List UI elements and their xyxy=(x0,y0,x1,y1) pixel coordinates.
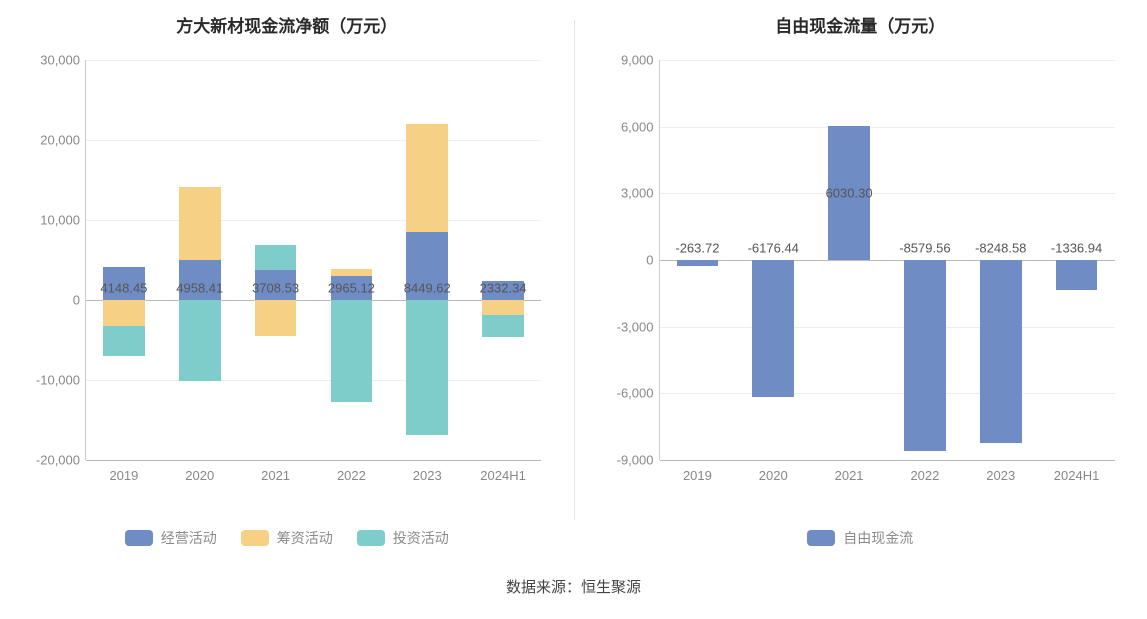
x-tick-label: 2023 xyxy=(413,460,442,483)
x-tick-label: 2019 xyxy=(109,460,138,483)
bar-financing xyxy=(179,187,221,261)
y-tick-label: 0 xyxy=(73,293,86,308)
bar-investing xyxy=(331,300,373,402)
figure-wrap: 方大新材现金流净额（万元） -20,000-10,000010,00020,00… xyxy=(0,0,1147,619)
y-tick-label: 20,000 xyxy=(40,133,86,148)
bar-fcf xyxy=(980,260,1022,443)
x-tick-label: 2020 xyxy=(759,460,788,483)
y-tick-label: -20,000 xyxy=(36,453,86,468)
bar-value-label: 4958.41 xyxy=(176,281,223,296)
legend-item-financing: 筹资活动 xyxy=(241,528,333,548)
zero-axis xyxy=(660,260,1115,261)
gridline xyxy=(660,327,1115,328)
bar-value-label: -263.72 xyxy=(675,241,719,256)
panel-divider xyxy=(574,20,575,520)
left-panel: 方大新材现金流净额（万元） -20,000-10,000010,00020,00… xyxy=(0,0,574,560)
legend-label: 经营活动 xyxy=(161,528,217,548)
bar-investing xyxy=(482,315,524,337)
y-tick-label: -10,000 xyxy=(36,373,86,388)
gridline xyxy=(660,60,1115,61)
data-source-label: 数据来源：恒生聚源 xyxy=(0,576,1147,597)
x-tick-label: 2020 xyxy=(185,460,214,483)
bar-financing xyxy=(482,300,524,315)
legend-swatch xyxy=(807,530,835,546)
bar-value-label: -6176.44 xyxy=(748,241,799,256)
bar-value-label: 8449.62 xyxy=(404,281,451,296)
left-chart-title: 方大新材现金流净额（万元） xyxy=(0,0,574,37)
x-tick-label: 2019 xyxy=(683,460,712,483)
legend-label: 自由现金流 xyxy=(843,528,913,548)
x-tick-label: 2023 xyxy=(986,460,1015,483)
right-panel: 自由现金流量（万元） -9,000-6,000-3,00003,0006,000… xyxy=(574,0,1147,560)
bar-financing xyxy=(255,300,297,336)
bar-value-label: 2965.12 xyxy=(328,281,375,296)
y-tick-label: 10,000 xyxy=(40,213,86,228)
y-tick-label: 9,000 xyxy=(621,53,660,68)
x-tick-label: 2022 xyxy=(910,460,939,483)
bar-value-label: 2332.34 xyxy=(480,281,527,296)
legend-item-fcf: 自由现金流 xyxy=(807,528,913,548)
y-tick-label: 0 xyxy=(646,253,659,268)
legend-item-operating: 经营活动 xyxy=(125,528,217,548)
bar-value-label: -8248.58 xyxy=(975,241,1026,256)
y-tick-label: 30,000 xyxy=(40,53,86,68)
x-tick-label: 2021 xyxy=(261,460,290,483)
bar-financing xyxy=(331,269,373,276)
y-tick-label: -3,000 xyxy=(617,319,660,334)
right-plot-area: -9,000-6,000-3,00003,0006,0009,000201920… xyxy=(659,60,1115,460)
legend-swatch xyxy=(357,530,385,546)
y-tick-label: -6,000 xyxy=(617,386,660,401)
legend-item-investing: 投资活动 xyxy=(357,528,449,548)
legend-label: 投资活动 xyxy=(393,528,449,548)
x-tick-label: 2024H1 xyxy=(480,460,526,483)
y-tick-label: 6,000 xyxy=(621,119,660,134)
x-axis-line xyxy=(86,460,541,461)
bar-fcf xyxy=(904,260,946,451)
x-tick-label: 2024H1 xyxy=(1054,460,1100,483)
bar-fcf xyxy=(1056,260,1098,290)
gridline xyxy=(660,127,1115,128)
right-chart-title: 自由现金流量（万元） xyxy=(574,0,1147,37)
bar-investing xyxy=(103,326,145,356)
y-tick-label: -9,000 xyxy=(617,453,660,468)
bar-investing xyxy=(179,300,221,381)
gridline xyxy=(86,380,541,381)
bar-investing xyxy=(406,300,448,435)
zero-axis xyxy=(86,300,541,301)
left-legend: 经营活动 筹资活动 投资活动 xyxy=(0,528,574,548)
y-tick-label: 3,000 xyxy=(621,186,660,201)
bar-financing xyxy=(103,300,145,326)
x-axis-line xyxy=(660,460,1115,461)
bar-value-label: 6030.30 xyxy=(826,185,873,200)
gridline xyxy=(660,193,1115,194)
legend-label: 筹资活动 xyxy=(277,528,333,548)
legend-swatch xyxy=(241,530,269,546)
gridline xyxy=(86,220,541,221)
bar-financing xyxy=(406,124,448,232)
panels-row: 方大新材现金流净额（万元） -20,000-10,000010,00020,00… xyxy=(0,0,1147,560)
gridline xyxy=(660,393,1115,394)
bar-value-label: 3708.53 xyxy=(252,281,299,296)
gridline xyxy=(86,60,541,61)
x-tick-label: 2021 xyxy=(835,460,864,483)
bar-value-label: -8579.56 xyxy=(899,241,950,256)
bar-fcf xyxy=(677,260,719,266)
right-legend: 自由现金流 xyxy=(574,528,1147,548)
bar-value-label: 4148.45 xyxy=(100,281,147,296)
legend-swatch xyxy=(125,530,153,546)
gridline xyxy=(86,140,541,141)
bar-investing xyxy=(255,245,297,271)
left-plot-area: -20,000-10,000010,00020,00030,0002019202… xyxy=(85,60,541,460)
bar-value-label: -1336.94 xyxy=(1051,241,1102,256)
x-tick-label: 2022 xyxy=(337,460,366,483)
bar-fcf xyxy=(752,260,794,397)
